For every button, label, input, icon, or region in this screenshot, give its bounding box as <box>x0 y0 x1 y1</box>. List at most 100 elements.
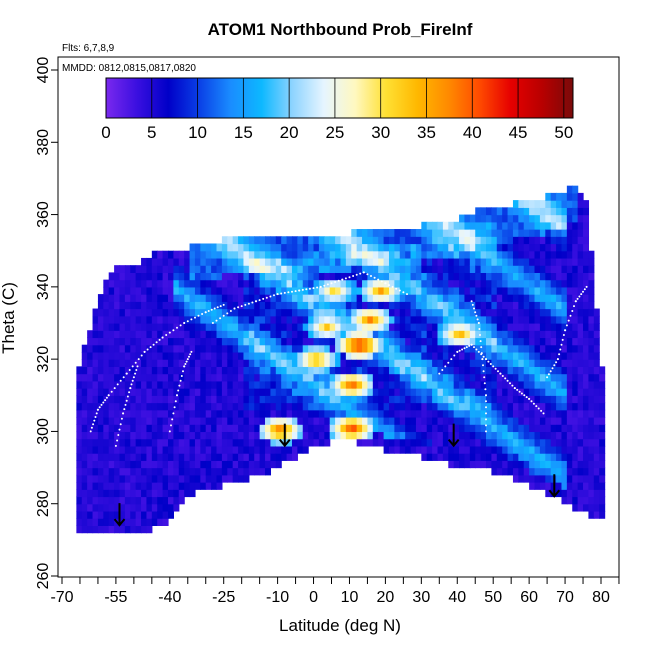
flight-track-point <box>494 367 497 370</box>
heat-cell <box>561 445 568 454</box>
heat-cell <box>238 265 245 273</box>
heat-cell <box>561 221 568 230</box>
heat-cell <box>178 380 185 389</box>
heat-cell <box>227 323 234 331</box>
heat-cell <box>356 279 363 288</box>
heat-cell <box>577 286 584 295</box>
heat-cell <box>189 294 196 302</box>
heat-cell <box>480 301 487 310</box>
x-tick-label: -25 <box>212 589 235 606</box>
heat-cell <box>491 467 498 476</box>
heat-cell <box>248 380 255 389</box>
heat-cell <box>566 489 573 498</box>
heat-cell <box>130 525 137 534</box>
flight-track-point <box>561 338 564 341</box>
heat-cell <box>599 496 606 505</box>
heat-cell <box>275 236 282 245</box>
heat-cell <box>572 503 579 512</box>
heat-cell <box>178 445 185 454</box>
heat-cell <box>232 431 239 440</box>
heat-cell <box>464 424 471 433</box>
heat-cell <box>534 308 541 317</box>
heat-cell <box>135 380 142 389</box>
heat-cell <box>173 373 180 382</box>
heat-cell <box>475 294 482 302</box>
heat-cell <box>367 330 374 339</box>
heat-cell <box>518 460 525 469</box>
heat-cell <box>189 416 196 425</box>
flight-track-point <box>482 370 485 373</box>
heat-cell <box>259 243 266 252</box>
heat-cell <box>281 308 288 317</box>
flight-track-point <box>177 389 180 392</box>
heat-cell <box>162 366 169 375</box>
heat-cell <box>545 373 552 382</box>
heat-cell <box>588 395 595 404</box>
heat-cell <box>577 460 584 469</box>
heat-cell <box>124 323 131 331</box>
heat-cell <box>130 315 137 324</box>
heat-cell <box>512 207 519 216</box>
heat-cell <box>151 503 158 512</box>
heat-cell <box>297 301 304 310</box>
heat-cell <box>135 409 142 418</box>
flight-track-point <box>316 286 319 289</box>
heat-cell <box>308 431 315 440</box>
flight-track-point <box>480 352 483 355</box>
heat-cell <box>238 250 245 259</box>
heat-cell <box>491 207 498 216</box>
heat-cell <box>453 337 460 346</box>
heat-cell <box>141 482 148 490</box>
heat-cell <box>437 351 444 360</box>
heat-cell <box>583 351 590 360</box>
heat-cell <box>243 359 250 367</box>
heat-cell <box>345 272 352 281</box>
heat-cell <box>259 279 266 288</box>
heat-cell <box>518 323 525 331</box>
heat-cell <box>539 294 546 302</box>
heat-cell <box>556 192 563 201</box>
heat-cell <box>442 330 449 339</box>
flight-track-point <box>555 361 558 364</box>
heat-cell <box>388 416 395 425</box>
heat-cell <box>539 315 546 324</box>
heat-cell <box>92 518 99 526</box>
heat-cell <box>529 250 536 259</box>
heat-cell <box>135 330 142 339</box>
heat-cell <box>216 308 223 317</box>
heat-cell <box>151 286 158 295</box>
heat-cell <box>383 257 390 266</box>
heat-cell <box>448 416 455 425</box>
flight-track-point <box>273 294 275 297</box>
heat-cell <box>518 207 525 216</box>
heat-cell <box>168 496 174 505</box>
heat-cell <box>308 323 315 331</box>
flight-track-point <box>456 350 459 353</box>
heat-cell <box>194 416 201 425</box>
heat-cell <box>561 460 568 469</box>
heat-cell <box>221 409 228 418</box>
flight-track-point <box>580 293 583 296</box>
heat-cell <box>475 453 482 461</box>
heat-cell <box>281 445 288 454</box>
heat-cell <box>124 388 131 396</box>
heat-cell <box>97 496 104 505</box>
heat-cell <box>523 409 530 418</box>
heat-cell <box>599 424 606 433</box>
heat-cell <box>108 344 115 353</box>
heat-cell <box>318 323 325 331</box>
heat-cell <box>437 416 444 425</box>
heat-cell <box>459 286 466 295</box>
heat-cell <box>464 359 471 367</box>
heat-cell <box>475 214 482 223</box>
heat-cell <box>270 272 277 281</box>
heat-cell <box>421 395 428 404</box>
heat-cell <box>502 308 509 317</box>
heat-cell <box>286 453 293 461</box>
heat-cell <box>108 395 115 404</box>
heat-cell <box>561 243 568 252</box>
heat-cell <box>378 359 385 367</box>
heat-cell <box>308 366 315 375</box>
heat-cell <box>114 344 121 353</box>
heat-cell <box>448 395 455 404</box>
